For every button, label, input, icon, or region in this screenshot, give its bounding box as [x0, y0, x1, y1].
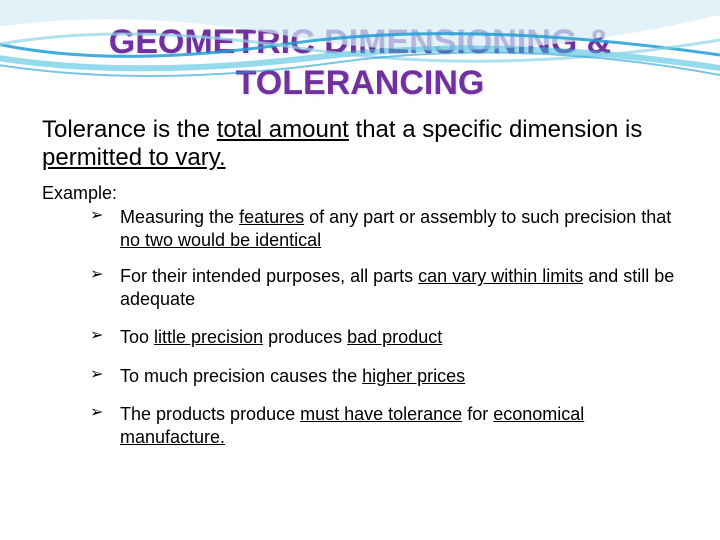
- slide-title: GEOMETRIC DIMENSIONING & TOLERANCING: [0, 0, 720, 104]
- text-plain: produces: [263, 327, 347, 347]
- slide-body: Tolerance is the total amount that a spe…: [0, 104, 720, 449]
- list-item: For their intended purposes, all parts c…: [90, 265, 678, 310]
- text-underlined: no two would be identical: [120, 230, 321, 250]
- bullet-list: Measuring the features of any part or as…: [42, 206, 678, 448]
- text-underlined: can vary within limits: [418, 266, 583, 286]
- list-item: The products produce must have tolerance…: [90, 403, 678, 448]
- text-underlined: little precision: [154, 327, 263, 347]
- text-underlined: features: [239, 207, 304, 227]
- text-underlined: higher prices: [362, 366, 465, 386]
- intro-text: Tolerance is the total amount that a spe…: [42, 116, 678, 174]
- list-item: Too little precision produces bad produc…: [90, 326, 678, 349]
- text-plain: Measuring the: [120, 207, 239, 227]
- intro-underline-1: total amount: [217, 116, 349, 143]
- text-plain: Too: [120, 327, 154, 347]
- example-label: Example:: [42, 183, 678, 204]
- text-plain: The products produce: [120, 404, 300, 424]
- intro-pre: Tolerance is the: [42, 116, 217, 143]
- intro-underline-2: permitted to vary.: [42, 144, 226, 171]
- text-plain: For their intended purposes, all parts: [120, 266, 418, 286]
- text-plain: To much precision causes the: [120, 366, 362, 386]
- text-plain: of any part or assembly to such precisio…: [304, 207, 671, 227]
- list-item: To much precision causes the higher pric…: [90, 365, 678, 388]
- text-underlined: bad product: [347, 327, 442, 347]
- text-plain: for: [462, 404, 493, 424]
- list-item: Measuring the features of any part or as…: [90, 206, 678, 251]
- intro-mid: that a specific dimension is: [349, 116, 642, 143]
- text-underlined: must have tolerance: [300, 404, 462, 424]
